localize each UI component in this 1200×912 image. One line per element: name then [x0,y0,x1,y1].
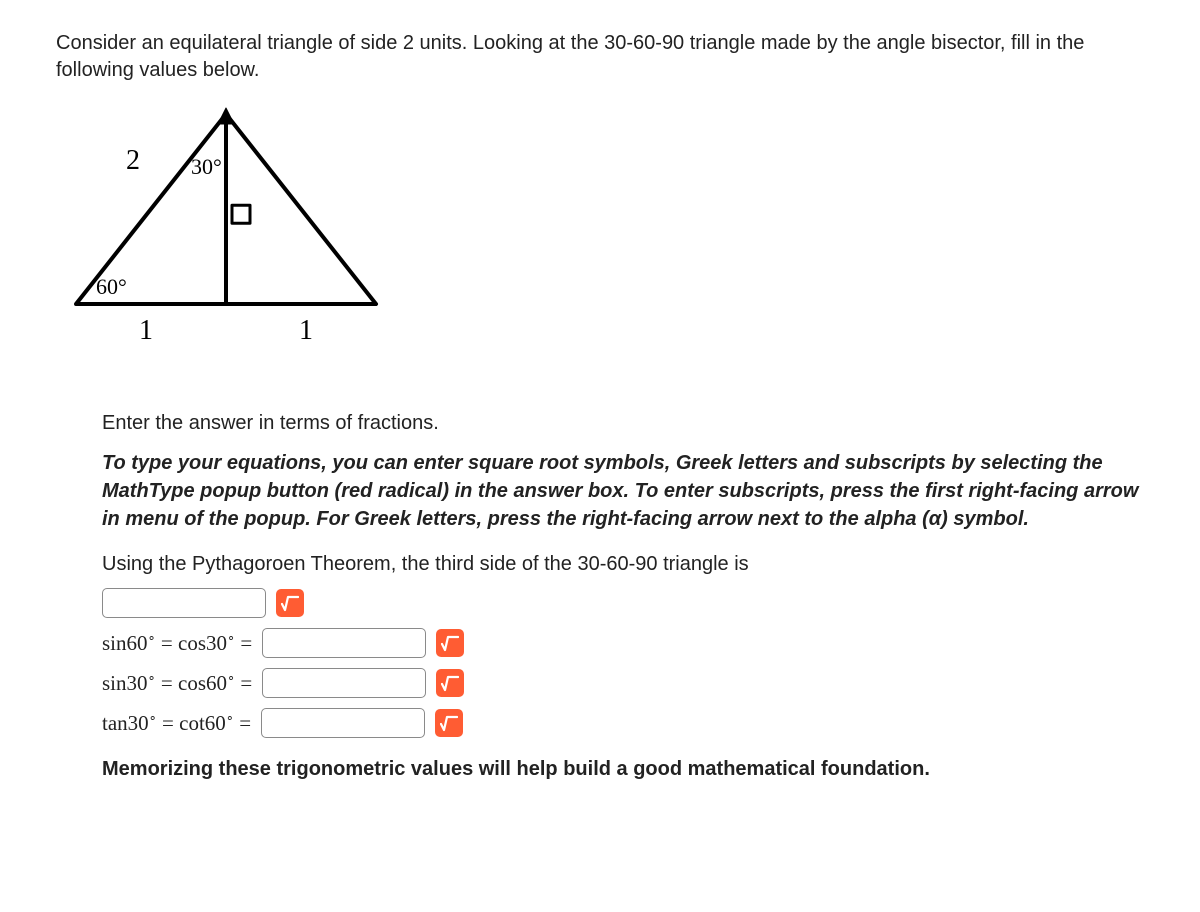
mathtype-note: To type your equations, you can enter sq… [102,449,1144,533]
third-side-input[interactable] [102,588,266,618]
fraction-instruction: Enter the answer in terms of fractions. [102,410,1144,437]
mathtype-button[interactable] [435,709,463,737]
closing-note: Memorizing these trigonometric values wi… [102,756,1144,783]
pythag-prompt: Using the Pythagoroen Theorem, the third… [102,551,1144,578]
radical-icon [281,594,299,612]
triangle-diagram: 2 30° 60° 1 1 [56,104,1144,360]
answer-input-1[interactable] [262,628,426,658]
radical-icon [440,714,458,732]
svg-text:2: 2 [126,145,140,176]
radical-icon [441,634,459,652]
svg-text:1: 1 [139,315,153,346]
answer-input-3[interactable] [261,708,425,738]
mathtype-button[interactable] [436,629,464,657]
third-side-row [102,588,1144,618]
eq-label: sin30∘ = cos60∘ = [102,670,252,696]
svg-text:1: 1 [299,315,313,346]
intro-text: Consider an equilateral triangle of side… [56,30,1144,84]
eq-row-1: sin60∘ = cos30∘ = [102,628,1144,658]
eq-row-3: tan30∘ = cot60∘ = [102,708,1144,738]
svg-text:30°: 30° [191,154,222,179]
mathtype-button[interactable] [436,669,464,697]
answer-input-2[interactable] [262,668,426,698]
eq-label: tan30∘ = cot60∘ = [102,710,251,736]
eq-row-2: sin30∘ = cos60∘ = [102,668,1144,698]
radical-icon [441,674,459,692]
mathtype-button[interactable] [276,589,304,617]
eq-label: sin60∘ = cos30∘ = [102,630,252,656]
svg-text:60°: 60° [96,274,127,299]
